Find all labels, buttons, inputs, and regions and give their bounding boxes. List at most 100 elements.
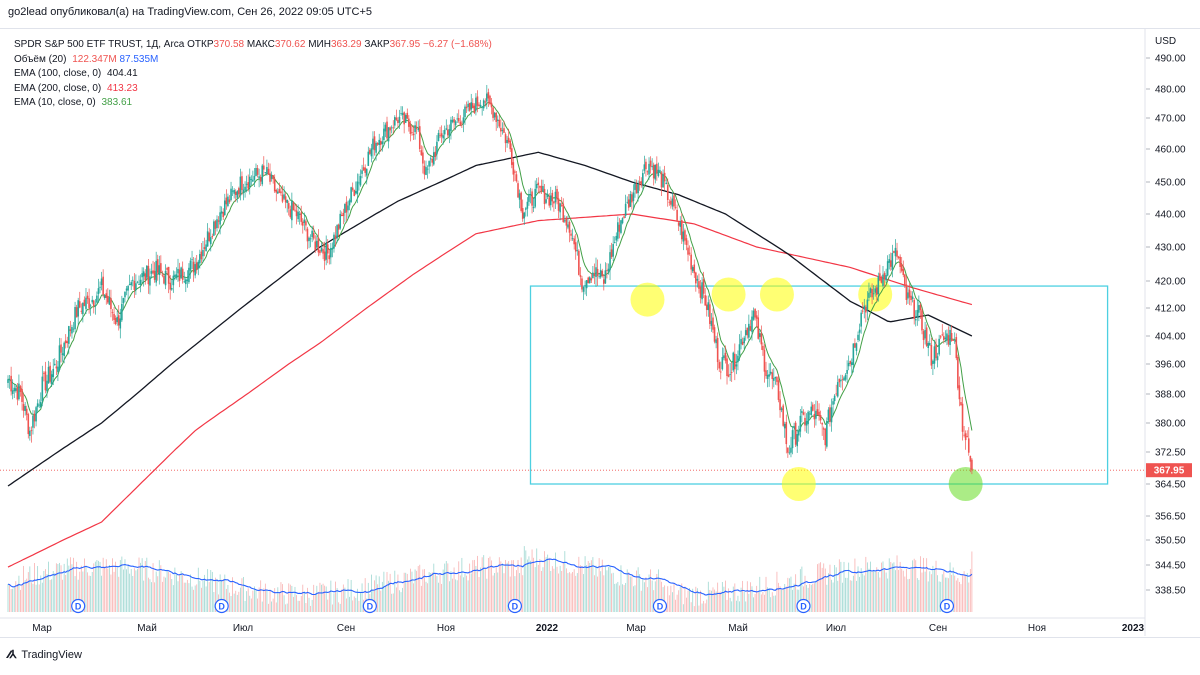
volume-bar [264, 583, 266, 612]
volume-bar [558, 573, 559, 612]
volume-bar [703, 600, 705, 612]
candle-body [155, 260, 157, 283]
volume-bar [946, 577, 948, 612]
volume-bar [213, 592, 215, 612]
candle-body [649, 160, 652, 167]
y-tick-label: 364.50 [1155, 480, 1186, 491]
candle-body [662, 174, 664, 188]
candle-body [301, 221, 304, 226]
dividend-marker-icon [507, 598, 523, 614]
candle-body [69, 329, 72, 331]
tradingview-logo-icon[interactable]: ⁄⁄⅄ [8, 649, 16, 661]
volume-bar [433, 563, 435, 612]
volume-bar [810, 584, 812, 612]
footer-brand[interactable]: TradingView [21, 648, 82, 661]
candle-body [426, 168, 429, 170]
candle-body [900, 264, 903, 271]
candle-body [652, 164, 655, 179]
volume-bar [689, 588, 690, 612]
volume-bar [371, 574, 372, 612]
legend-row-ema100[interactable]: EMA (100, close, 0) 404.41 [14, 67, 492, 82]
candle-body [844, 374, 847, 380]
volume-bar [367, 582, 369, 612]
dividend-marker-icon [362, 598, 377, 614]
candle-body [124, 291, 126, 298]
legend-close-value: 367.95 [389, 39, 421, 50]
highlight-circle [948, 467, 983, 501]
candle-body [810, 406, 813, 416]
volume-bar [492, 575, 494, 612]
candle-body [32, 415, 34, 428]
candle-body [340, 214, 343, 216]
volume-bar [94, 561, 96, 612]
volume-bar [659, 578, 661, 612]
volume-bar [723, 586, 725, 612]
candle-body [631, 194, 633, 203]
volume-bar [221, 579, 223, 612]
volume-bar [824, 568, 826, 612]
volume-bar [542, 567, 544, 612]
candle-body [339, 213, 342, 229]
candle-body [253, 175, 256, 180]
candle-body [570, 233, 572, 236]
volume-bar [430, 572, 432, 612]
volume-bar [386, 572, 388, 612]
volume-bar [427, 583, 428, 612]
volume-bar [750, 582, 751, 612]
volume-bar [425, 581, 427, 612]
volume-bar [288, 583, 290, 612]
candle-body [734, 353, 736, 370]
candle-body [462, 117, 465, 124]
candle-body [514, 171, 516, 173]
candle-body [790, 447, 792, 453]
volume-bar [481, 557, 483, 612]
volume-bar [559, 565, 561, 612]
candle-body [326, 244, 329, 254]
candle-body [545, 199, 547, 203]
candle-body [225, 197, 228, 205]
candle-body [529, 194, 532, 195]
candle-body [779, 399, 781, 411]
volume-bar [381, 581, 383, 612]
x-tick-label: 2023 [1122, 623, 1145, 634]
candle-body [261, 165, 264, 185]
volume-bar [634, 585, 636, 612]
volume-bar [809, 583, 811, 612]
candle-body [30, 430, 33, 432]
candle-body [749, 326, 752, 331]
candle-body [119, 318, 122, 329]
volume-bar [661, 581, 662, 612]
chart-frame [0, 28, 1200, 638]
legend-row-ema10[interactable]: EMA (10, close, 0) 383.61 [14, 96, 492, 111]
candle-body [496, 119, 499, 121]
volume-bar [377, 584, 379, 612]
candle-body [668, 201, 671, 203]
volume-bar [445, 561, 447, 612]
volume-bar [642, 579, 644, 612]
volume-bar [907, 579, 909, 612]
volume-bar [275, 602, 277, 612]
volume-bar [383, 571, 385, 612]
candle-body [618, 224, 621, 232]
volume-bar [731, 601, 733, 612]
candle-body [788, 452, 791, 454]
candle-body [220, 211, 223, 214]
candle-body [796, 434, 799, 447]
candle-body [503, 128, 505, 133]
x-tick-label: Ноя [1028, 623, 1046, 634]
volume-bar [895, 570, 896, 612]
candle-body [609, 252, 611, 271]
candle-body [305, 221, 307, 226]
volume-bar [804, 575, 806, 612]
volume-bar [51, 579, 53, 612]
legend-row-ema200[interactable]: EMA (200, close, 0) 413.23 [14, 82, 492, 97]
candle-body [216, 219, 218, 229]
candle-body [907, 292, 909, 299]
volume-bar [263, 588, 265, 612]
legend-symbol[interactable]: SPDR S&P 500 ETF TRUST, 1Д, Arca [14, 39, 185, 50]
candle-body [44, 371, 47, 391]
candle-body [957, 356, 959, 389]
volume-bar [912, 560, 914, 612]
legend-row-volume[interactable]: Объём (20) 122.347M 87.535M [14, 53, 492, 68]
